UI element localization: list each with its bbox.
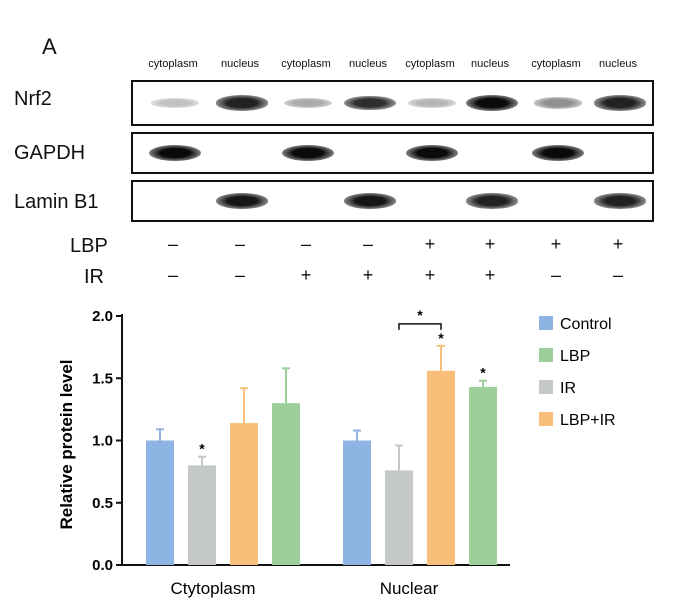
blot-label: Nrf2 [14, 88, 52, 110]
y-tick-label: 1.0 [92, 433, 113, 450]
lane-label: cytoplasm [148, 58, 198, 70]
category-label: Ctytoplasm [170, 579, 255, 598]
bar [230, 423, 258, 565]
treatment-sign: – [550, 265, 562, 285]
lane-label: nucleus [349, 58, 387, 70]
treatment-sign: + [424, 234, 436, 254]
bar [385, 470, 413, 565]
bar [427, 370, 455, 565]
blot-strip [131, 132, 654, 174]
protein-band [344, 193, 396, 209]
protein-band [466, 95, 518, 111]
lane-label: cytoplasm [531, 58, 581, 70]
significance-marker: * [199, 441, 205, 457]
protein-band [533, 97, 583, 109]
protein-band [408, 98, 456, 108]
panel-label: A [42, 34, 57, 59]
treatment-sign: – [167, 265, 179, 285]
y-axis-label: Relative protein level [57, 359, 76, 529]
treatment-sign: – [300, 234, 312, 254]
treatment-sign: + [550, 234, 562, 254]
legend-swatch [539, 316, 553, 330]
protein-band [283, 97, 333, 109]
protein-band [282, 145, 334, 161]
significance-marker: * [480, 365, 486, 381]
treatment-sign: – [234, 265, 246, 285]
treatment-sign: + [612, 234, 624, 254]
blot-label: Lamin B1 [14, 191, 99, 213]
lane-label: nucleus [221, 58, 259, 70]
bar [146, 440, 174, 565]
treatment-sign: + [424, 265, 436, 285]
protein-band [466, 193, 518, 209]
bar [343, 440, 371, 565]
legend-swatch [539, 348, 553, 362]
bar [272, 403, 300, 565]
y-tick-label: 0.5 [92, 495, 113, 512]
y-tick-label: 2.0 [92, 308, 113, 325]
protein-band [594, 193, 646, 209]
bracket-label: * [417, 307, 423, 323]
legend-entry: LBP+IR [560, 412, 616, 429]
treatment-sign: – [362, 234, 374, 254]
category-label: Nuclear [380, 579, 439, 598]
bar [469, 386, 497, 565]
lane-label: nucleus [471, 58, 509, 70]
protein-band [344, 95, 396, 111]
legend-swatch [539, 412, 553, 426]
blot-strip [131, 180, 654, 222]
protein-band [149, 145, 201, 161]
treatment-sign: + [300, 265, 312, 285]
lane-label: nucleus [599, 58, 637, 70]
legend-entry: LBP [560, 348, 590, 365]
lane-label: cytoplasm [281, 58, 331, 70]
protein-band [406, 145, 458, 161]
protein-band [216, 193, 268, 209]
significance-bracket [398, 323, 442, 330]
protein-band [532, 145, 584, 161]
treatment-sign: – [167, 234, 179, 254]
y-tick-label: 1.5 [92, 370, 113, 387]
treatment-sign: + [484, 265, 496, 285]
legend-entry: IR [560, 380, 576, 397]
treatment-sign: + [362, 265, 374, 285]
treatment-sign: – [612, 265, 624, 285]
blot-label: GAPDH [14, 142, 86, 164]
legend-swatch [539, 380, 553, 394]
blot-strip [131, 80, 654, 126]
treatment-label: IR [84, 266, 104, 288]
treatment-label: LBP [70, 235, 108, 257]
legend-entry: Control [560, 316, 612, 333]
y-tick-label: 0.0 [92, 557, 113, 574]
protein-band [151, 98, 199, 108]
protein-band [594, 95, 646, 111]
lane-label: cytoplasm [405, 58, 455, 70]
bar [188, 465, 216, 565]
protein-band [216, 95, 268, 111]
treatment-sign: + [484, 234, 496, 254]
treatment-sign: – [234, 234, 246, 254]
significance-marker: * [438, 330, 444, 346]
